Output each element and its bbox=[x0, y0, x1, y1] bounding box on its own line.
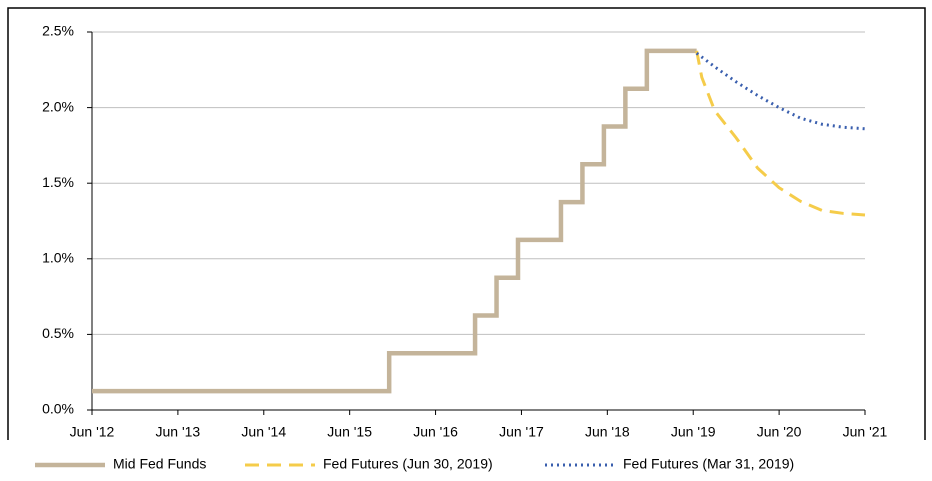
y-tick-label: 1.0% bbox=[42, 250, 74, 266]
y-tick-label: 2.0% bbox=[42, 98, 74, 114]
series-line bbox=[695, 50, 866, 217]
series-line bbox=[695, 51, 866, 131]
x-tick-label: Jun '21 bbox=[843, 424, 888, 440]
legend-label: Fed Futures (Mar 31, 2019) bbox=[623, 456, 794, 472]
x-tick-label: Jun '19 bbox=[671, 424, 716, 440]
legend-label: Mid Fed Funds bbox=[113, 456, 206, 472]
y-tick-label: 0.0% bbox=[42, 401, 74, 417]
legend-label: Fed Futures (Jun 30, 2019) bbox=[323, 456, 493, 472]
x-tick-label: Jun '17 bbox=[499, 424, 544, 440]
x-tick-label: Jun '20 bbox=[757, 424, 802, 440]
chart-frame bbox=[7, 7, 926, 440]
y-tick-label: 0.5% bbox=[42, 325, 74, 341]
x-tick-label: Jun '12 bbox=[70, 424, 115, 440]
x-tick-label: Jun '13 bbox=[156, 424, 201, 440]
x-tick-label: Jun '15 bbox=[327, 424, 372, 440]
x-tick-label: Jun '16 bbox=[413, 424, 458, 440]
x-tick-label: Jun '14 bbox=[241, 424, 286, 440]
y-tick-label: 2.5% bbox=[42, 23, 74, 39]
series-line bbox=[92, 48, 697, 394]
x-tick-label: Jun '18 bbox=[585, 424, 630, 440]
y-tick-label: 1.5% bbox=[42, 174, 74, 190]
